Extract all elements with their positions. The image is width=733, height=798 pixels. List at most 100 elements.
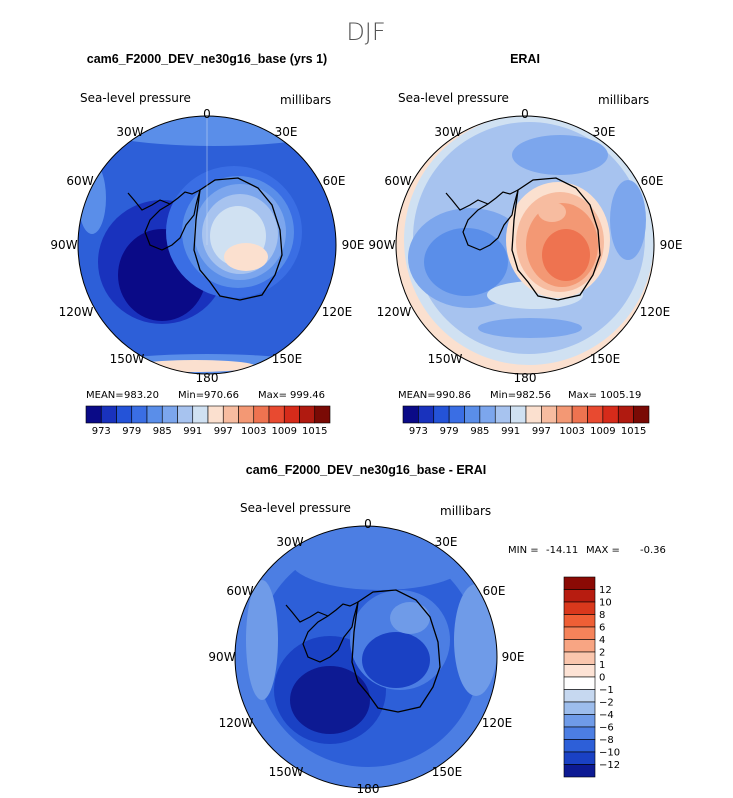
colorbar-swatch <box>563 626 596 640</box>
lon-label-180: 180 <box>196 371 219 385</box>
colorbar-swatch <box>116 405 133 424</box>
colorbar-swatch <box>617 405 634 424</box>
lon-label-90e: 90E <box>660 238 683 252</box>
panel-erai-max: 1005.19 <box>600 390 641 401</box>
colorbar-tick-label: 0 <box>599 673 605 684</box>
lon-label-60e: 60E <box>483 584 506 598</box>
colorbar-swatch <box>563 589 596 603</box>
colorbar-tick-label: 985 <box>470 426 489 437</box>
lon-label-30w: 30W <box>434 125 461 139</box>
colorbar-tick-label: 985 <box>153 426 172 437</box>
lon-label-120w: 120W <box>59 305 94 319</box>
lon-label-150e: 150E <box>590 352 621 366</box>
colorbar-swatch <box>222 405 239 424</box>
lon-label-120e: 120E <box>482 716 513 730</box>
colorbar-tick-label: 1009 <box>272 426 297 437</box>
panel-diff: cam6_F2000_DEV_ne30g16_base - ERAI Sea-l… <box>208 463 665 796</box>
panel-model-min-label: Min= <box>178 390 204 401</box>
colorbar-tick-label: −2 <box>599 698 614 709</box>
colorbar-swatch <box>510 405 527 424</box>
colorbar-tick-label: 991 <box>183 426 202 437</box>
colorbar-tick-label: 997 <box>214 426 233 437</box>
lon-label-30w: 30W <box>276 535 303 549</box>
colorbar-swatch <box>633 405 650 424</box>
colorbar-tick-label: 1015 <box>621 426 646 437</box>
panel-model-max: 999.46 <box>290 390 325 401</box>
panel-diff-variable: Sea-level pressure <box>240 501 351 515</box>
colorbar-swatch <box>587 405 604 424</box>
colorbar-swatch <box>479 405 496 424</box>
colorbar-swatch <box>192 405 209 424</box>
lon-label-150w: 150W <box>269 765 304 779</box>
colorbar-tick-label: −1 <box>599 685 614 696</box>
colorbar-swatch <box>563 714 596 728</box>
panel-model-stats: MEAN= 983.20 Min= 970.66 Max= 999.46 <box>86 390 325 401</box>
lon-label-0: 0 <box>521 107 529 121</box>
colorbar-swatch <box>563 651 596 665</box>
colorbar-swatch <box>563 689 596 703</box>
colorbar-swatch <box>563 726 596 740</box>
panel-erai-min-label: Min= <box>490 390 516 401</box>
panel-diff-min-label: MIN = <box>508 545 539 556</box>
lon-label-60e: 60E <box>641 174 664 188</box>
lon-label-60w: 60W <box>226 584 253 598</box>
colorbar-tick-label: −10 <box>599 748 620 759</box>
colorbar-swatch <box>563 676 596 690</box>
colorbar-swatch <box>314 405 331 424</box>
colorbar-swatch <box>494 405 511 424</box>
lon-label-180: 180 <box>357 782 380 796</box>
colorbar-swatch <box>402 405 419 424</box>
colorbar-swatch <box>571 405 588 424</box>
panel-erai-variable: Sea-level pressure <box>398 91 509 105</box>
panel-erai-title: ERAI <box>510 52 540 66</box>
colorbar-swatch <box>146 405 163 424</box>
colorbar-swatch <box>238 405 255 424</box>
lon-label-60e: 60E <box>323 174 346 188</box>
colorbar-swatch <box>433 405 450 424</box>
panel-erai-stats: MEAN= 990.86 Min= 982.56 Max= 1005.19 <box>398 390 641 401</box>
colorbar-swatch <box>563 764 596 778</box>
colorbar-swatch <box>131 405 148 424</box>
colorbar-swatch <box>85 405 102 424</box>
colorbar-swatch <box>525 405 542 424</box>
colorbar-tick-label: 1015 <box>302 426 327 437</box>
lon-label-60w: 60W <box>384 174 411 188</box>
panel-diff-max-label: MAX = <box>586 545 620 556</box>
colorbar-swatch <box>563 639 596 653</box>
colorbar-swatch <box>563 614 596 628</box>
panel-model-min: 970.66 <box>204 390 239 401</box>
colorbar-swatch <box>100 405 117 424</box>
colorbar-swatch <box>563 576 596 590</box>
colorbar-swatch <box>253 405 270 424</box>
colorbar-swatch <box>563 664 596 678</box>
lon-label-0: 0 <box>203 107 211 121</box>
lon-label-150e: 150E <box>272 352 303 366</box>
panel-model-lon-labels: 0 30E 60E 90E 120E 150E 180 150W 120W 90… <box>50 107 364 385</box>
colorbar-swatch <box>563 701 596 715</box>
colorbar-swatch <box>207 405 224 424</box>
lon-label-150w: 150W <box>110 352 145 366</box>
lon-label-120e: 120E <box>322 305 353 319</box>
lon-label-150w: 150W <box>428 352 463 366</box>
colorbar-swatch <box>563 739 596 753</box>
panel-model-max-label: Max= <box>258 390 287 401</box>
panel-model-mean-label: MEAN= <box>86 390 124 401</box>
colorbar-swatch <box>556 405 573 424</box>
colorbar-tick-label: −8 <box>599 735 614 746</box>
panel-model-title: cam6_F2000_DEV_ne30g16_base (yrs 1) <box>87 52 327 66</box>
panel-erai-min: 982.56 <box>516 390 551 401</box>
colorbar-tick-label: 6 <box>599 623 605 634</box>
colorbar-swatch <box>563 601 596 615</box>
colorbar-tick-label: 979 <box>122 426 141 437</box>
lon-label-30e: 30E <box>275 125 298 139</box>
panel-model-map <box>78 116 336 374</box>
lon-label-90e: 90E <box>502 650 525 664</box>
panel-diff-lon-labels: 0 30E 60E 90E 120E 150E 180 150W 120W 90… <box>208 517 524 796</box>
colorbar-swatch <box>299 405 316 424</box>
suptitle: DJF <box>346 18 385 46</box>
colorbar-tick-label: 1003 <box>559 426 584 437</box>
colorbar-tick-label: 973 <box>409 426 428 437</box>
colorbar-swatch <box>161 405 178 424</box>
colorbar-tick-label: 1 <box>599 660 605 671</box>
lon-label-180: 180 <box>514 371 537 385</box>
